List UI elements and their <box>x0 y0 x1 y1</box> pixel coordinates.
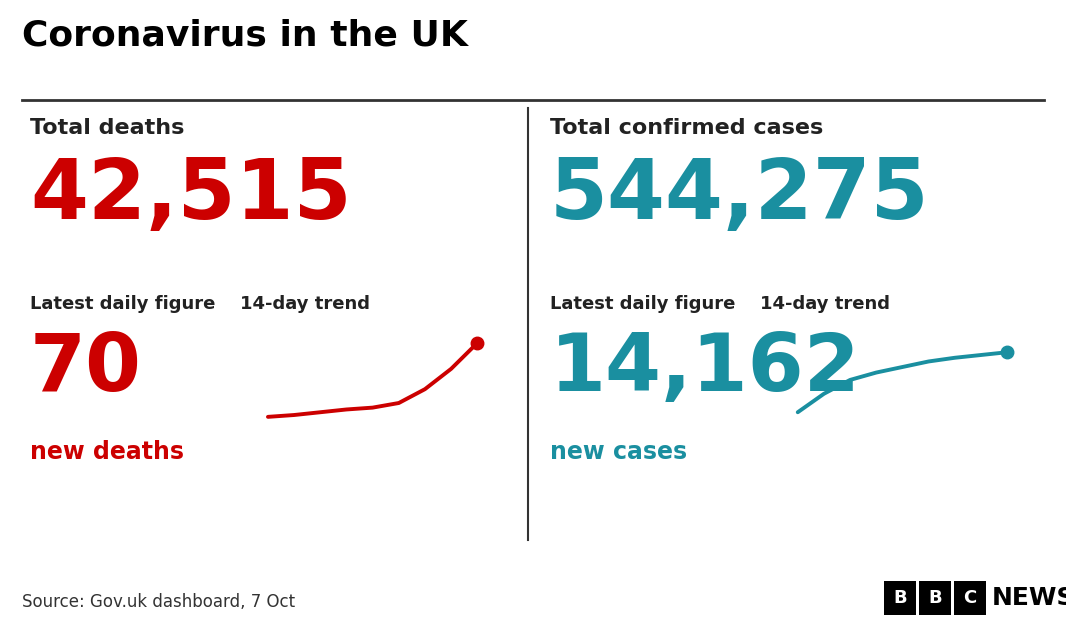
Text: 14-day trend: 14-day trend <box>760 295 890 313</box>
Text: C: C <box>964 589 976 607</box>
Text: Latest daily figure: Latest daily figure <box>30 295 215 313</box>
Text: NEWS: NEWS <box>992 586 1066 610</box>
Text: B: B <box>928 589 942 607</box>
Text: 14-day trend: 14-day trend <box>240 295 370 313</box>
Text: 70: 70 <box>30 330 142 408</box>
Text: new deaths: new deaths <box>30 440 184 464</box>
Bar <box>884 581 916 615</box>
Text: Total confirmed cases: Total confirmed cases <box>550 118 823 138</box>
Text: 544,275: 544,275 <box>550 155 930 236</box>
Text: 14,162: 14,162 <box>550 330 860 408</box>
Text: Latest daily figure: Latest daily figure <box>550 295 736 313</box>
Text: B: B <box>893 589 907 607</box>
Text: 42,515: 42,515 <box>30 155 352 236</box>
Text: new cases: new cases <box>550 440 687 464</box>
Text: Total deaths: Total deaths <box>30 118 184 138</box>
Text: Source: Gov.uk dashboard, 7 Oct: Source: Gov.uk dashboard, 7 Oct <box>22 593 295 611</box>
Text: Coronavirus in the UK: Coronavirus in the UK <box>22 18 468 52</box>
Bar <box>954 581 986 615</box>
Bar <box>919 581 951 615</box>
